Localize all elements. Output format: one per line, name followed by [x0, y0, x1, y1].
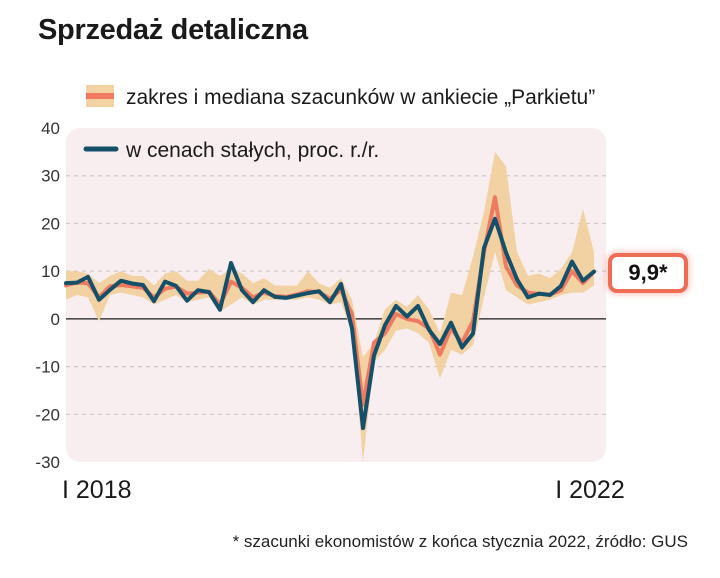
y-tick-label: 20	[41, 214, 60, 233]
legend-swatch-median	[86, 93, 114, 99]
chart-title: Sprzedaż detaliczna	[38, 14, 308, 46]
retail-sales-line	[64, 216, 596, 431]
y-tick-label: -30	[35, 453, 60, 472]
x-tick-label: I 2022	[555, 476, 625, 504]
latest-value-callout: 9,9*	[608, 253, 688, 293]
legend: zakres i mediana szacunków w ankiecie „P…	[83, 85, 595, 162]
y-tick-label: 0	[51, 310, 60, 329]
legend-label-line: w cenach stałych, proc. r./r.	[125, 139, 379, 162]
y-axis-ticks: 40 30 20 10 0 -10 -20 -30	[35, 119, 60, 472]
y-tick-label: -20	[35, 405, 60, 424]
x-axis-ticks: I 2018 I 2022	[62, 476, 625, 504]
y-tick-label: -10	[35, 358, 60, 377]
y-tick-label: 10	[41, 262, 60, 281]
actual-series-path	[64, 216, 596, 431]
x-tick-label: I 2018	[62, 476, 132, 504]
y-tick-label: 40	[41, 119, 60, 138]
footnote: * szacunki ekonomistów z końca stycznia …	[232, 532, 688, 551]
y-tick-label: 30	[41, 167, 60, 186]
legend-label-range: zakres i mediana szacunków w ankiecie „P…	[126, 86, 595, 109]
